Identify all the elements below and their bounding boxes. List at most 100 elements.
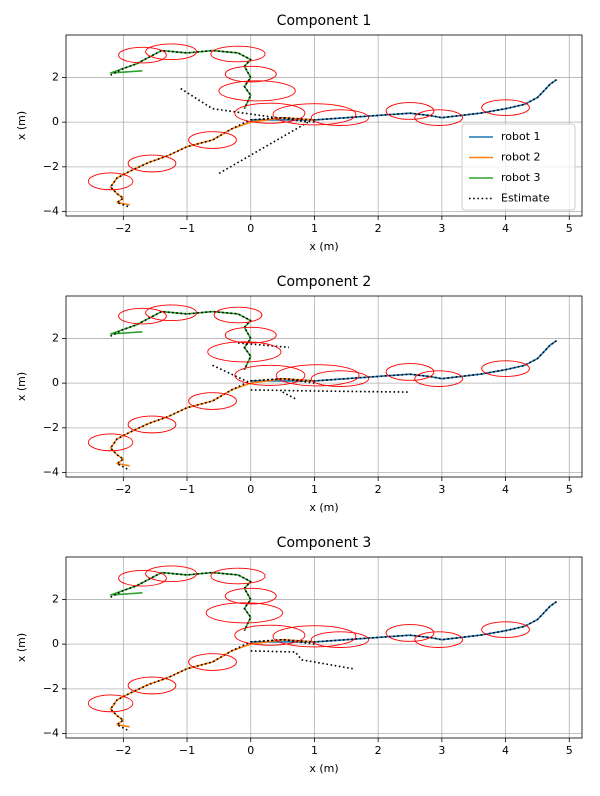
chart-title: Component 3 xyxy=(277,535,372,551)
x-axis-label: x (m) xyxy=(309,762,338,775)
x-axis-label: x (m) xyxy=(309,240,338,253)
covariance-ellipse xyxy=(234,624,306,646)
covariance-ellipse xyxy=(481,360,530,377)
chart-title: Component 1 xyxy=(277,13,372,29)
y-tick-label: 0 xyxy=(52,376,59,389)
trajectory-line xyxy=(109,377,315,467)
axes-frame xyxy=(65,34,583,217)
trajectory-line xyxy=(109,310,557,472)
covariance-ellipse xyxy=(145,43,198,61)
y-tick-label: −4 xyxy=(43,466,59,479)
x-tick-label: 3 xyxy=(438,744,445,757)
axes-frame xyxy=(65,295,583,478)
x-tick-label: −2 xyxy=(115,222,131,235)
covariance-ellipse xyxy=(414,631,464,648)
legend: robot 1 robot 2 robot 3 Estimate xyxy=(461,123,576,211)
y-axis-label: x (m) xyxy=(15,111,28,140)
x-tick-label: 3 xyxy=(438,222,445,235)
x-tick-label: 2 xyxy=(375,222,382,235)
covariance-ellipse xyxy=(310,109,370,126)
covariance-ellipse xyxy=(118,46,167,64)
x-tick-label: 5 xyxy=(566,483,573,496)
x-tick-label: −1 xyxy=(179,744,195,757)
covariance-ellipse xyxy=(210,567,266,585)
covariance-ellipse xyxy=(385,363,435,381)
legend-label: robot 2 xyxy=(501,151,541,164)
covariance-ellipse xyxy=(481,621,530,638)
subplot: Component 1 −2 −1 0 1 2 3 4 5 −4 −2 0 2 x (m) x (m) rob… xyxy=(15,13,583,253)
x-tick-label: 1 xyxy=(311,483,318,496)
subplot: Component 3 −2 −1 0 1 2 3 4 5 −4 −2 0 2 x (m) x (m) xyxy=(15,535,583,775)
covariance-ellipse xyxy=(310,370,370,387)
y-tick-label: 0 xyxy=(52,115,59,128)
covariance-ellipse xyxy=(385,102,435,120)
y-tick-label: −2 xyxy=(43,160,59,173)
covariance-ellipse xyxy=(210,45,266,63)
x-tick-label: 2 xyxy=(375,483,382,496)
covariance-ellipse xyxy=(118,307,167,325)
covariance-ellipse xyxy=(127,676,177,695)
covariance-ellipse xyxy=(205,602,284,624)
trajectory-line xyxy=(109,571,557,733)
covariance-ellipse xyxy=(481,99,530,116)
covariance-ellipse xyxy=(414,370,464,387)
legend-label: robot 1 xyxy=(501,130,541,143)
covariance-ellipse xyxy=(188,131,237,149)
covariance-ellipse xyxy=(234,102,306,124)
x-tick-label: 0 xyxy=(247,744,254,757)
covariance-ellipse xyxy=(224,587,277,605)
covariance-ellipse xyxy=(310,631,370,648)
x-tick-label: −2 xyxy=(115,744,131,757)
trajectory-line xyxy=(109,116,315,206)
covariance-ellipse xyxy=(188,653,237,671)
x-tick-label: 1 xyxy=(311,744,318,757)
x-tick-label: 3 xyxy=(438,483,445,496)
covariance-ellipse xyxy=(127,415,177,434)
x-tick-label: 0 xyxy=(247,483,254,496)
y-axis-label: x (m) xyxy=(15,372,28,401)
plot-area xyxy=(87,304,557,472)
covariance-ellipse xyxy=(145,304,198,322)
covariance-ellipse xyxy=(87,694,134,713)
legend-label: Estimate xyxy=(501,192,550,205)
x-tick-label: 4 xyxy=(502,483,509,496)
y-tick-label: −2 xyxy=(43,421,59,434)
x-tick-label: −2 xyxy=(115,483,131,496)
covariance-ellipse xyxy=(118,569,167,587)
x-tick-label: −1 xyxy=(179,222,195,235)
covariance-ellipse xyxy=(414,109,464,126)
x-tick-label: 5 xyxy=(566,744,573,757)
y-tick-label: 2 xyxy=(52,592,59,605)
trajectory-line xyxy=(109,638,315,728)
x-tick-label: 1 xyxy=(311,222,318,235)
covariance-ellipse xyxy=(218,80,296,102)
y-tick-label: −4 xyxy=(43,205,59,218)
covariance-ellipse xyxy=(207,341,282,363)
x-tick-label: 4 xyxy=(502,744,509,757)
y-tick-label: 2 xyxy=(52,70,59,83)
covariance-ellipse xyxy=(272,103,357,126)
x-tick-label: 0 xyxy=(247,222,254,235)
covariance-ellipse xyxy=(385,624,435,642)
covariance-ellipse xyxy=(87,433,134,452)
x-tick-label: 2 xyxy=(375,744,382,757)
subplot: Component 2 −2 −1 0 1 2 3 4 5 −4 −2 0 2 x (m) x (m) xyxy=(15,274,583,514)
covariance-ellipse xyxy=(145,565,198,583)
covariance-ellipse xyxy=(188,392,237,410)
plot-area xyxy=(87,565,557,733)
y-axis-label: x (m) xyxy=(15,633,28,662)
x-tick-label: 5 xyxy=(566,222,573,235)
covariance-ellipse xyxy=(213,306,263,324)
covariance-ellipse xyxy=(127,154,177,173)
covariance-ellipse xyxy=(224,65,277,83)
x-axis-label: x (m) xyxy=(309,501,338,514)
axes-frame xyxy=(65,556,583,739)
covariance-ellipse xyxy=(234,364,306,386)
y-tick-label: −2 xyxy=(43,682,59,695)
covariance-ellipse xyxy=(87,172,134,191)
y-tick-label: −4 xyxy=(43,727,59,740)
covariance-ellipse xyxy=(272,625,357,648)
plot-area xyxy=(87,43,557,208)
x-tick-label: 4 xyxy=(502,222,509,235)
